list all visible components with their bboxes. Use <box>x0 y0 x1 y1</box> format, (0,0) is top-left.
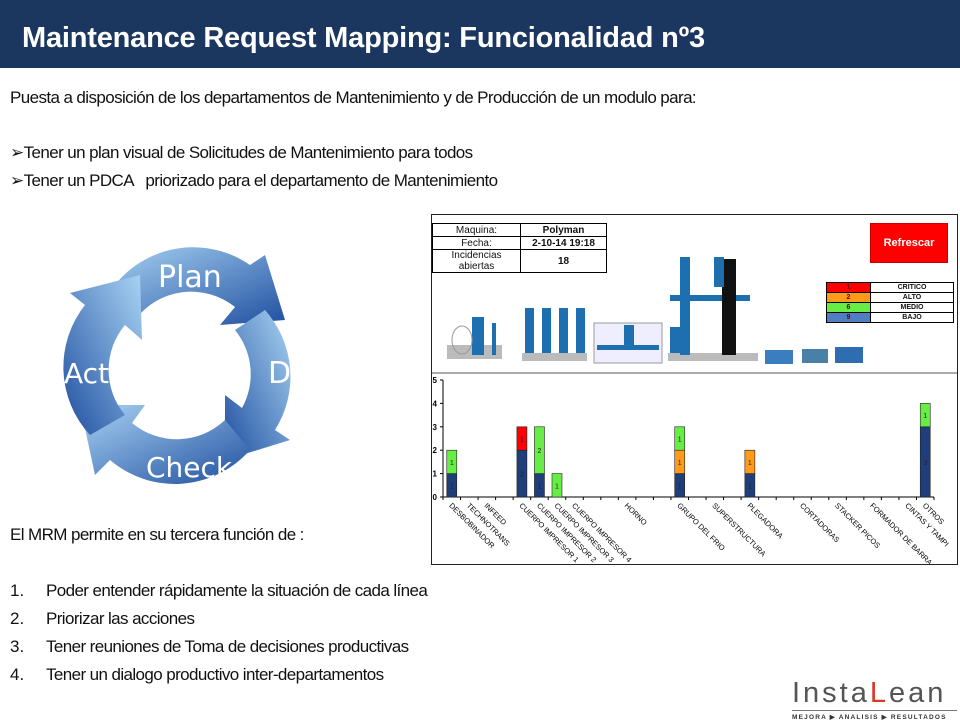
page-title: Maintenance Request Mapping: Funcionalid… <box>22 22 705 54</box>
check-label: Check <box>146 451 233 484</box>
bar-segment-medio <box>446 449 458 474</box>
bar-segment-medio <box>534 426 545 474</box>
title-bar: Maintenance Request Mapping: Funcionalid… <box>0 0 960 68</box>
info-row-machine: Maquina: Polyman <box>432 223 607 237</box>
bar-data-label: 1 <box>678 437 682 444</box>
instalean-logo: InstaLean MEJORA ▶ ANALISIS ▶ RESULTADOS <box>792 678 957 721</box>
y-tick-label: 0 <box>433 493 438 502</box>
bar-segment-medio <box>674 426 686 451</box>
legend-bajo: 9 BAJO <box>826 312 954 323</box>
bar-data-label: 2 <box>537 448 541 455</box>
pdca-cycle-diagram: Plan Do Check Act <box>63 247 309 484</box>
intro-text: Puesta a disposición de los departamento… <box>10 88 697 107</box>
bar-segment-medio <box>919 403 931 428</box>
act-arrow <box>63 275 142 435</box>
arrow-bullet-icon: ➢ <box>10 171 24 190</box>
incidents-stacked-bar-chart: 01234511DESBOBINADORTECHNOTRANSINFEED21C… <box>433 376 951 564</box>
do-arrow <box>225 310 291 460</box>
bar-segment-medio <box>551 473 563 498</box>
bar-data-label: 1 <box>450 460 454 467</box>
arrow-bullet-icon: ➢ <box>10 143 24 162</box>
bar-segment-critico <box>516 426 528 451</box>
bar-data-label: 1 <box>748 483 752 490</box>
plan-arrow <box>105 247 285 325</box>
bar-data-label: 1 <box>450 483 454 490</box>
y-tick-label: 1 <box>433 470 438 479</box>
bullet-2: ➢Tener un PDCA priorizado para el depart… <box>10 171 498 190</box>
y-tick-label: 4 <box>433 399 438 408</box>
priority-legend: 1 CRITICO 2 ALTO 6 MEDIO 9 BAJO <box>826 282 954 323</box>
bar-data-label: 1 <box>923 413 927 420</box>
bar-data-label: 1 <box>537 483 541 490</box>
bar-segment-alto <box>744 449 756 474</box>
info-row-open-incidents: Incidencias abiertas 18 <box>432 249 607 273</box>
do-label: Do <box>268 356 309 391</box>
mrm-dashboard: Maquina: Polyman Fecha: 2-10-14 19:18 Inci… <box>431 214 958 565</box>
bar-data-label: 1 <box>555 483 559 490</box>
section-divider <box>432 372 957 374</box>
bar-data-label: 1 <box>678 460 682 467</box>
mrm-intro: El MRM permite en su tercera función de … <box>10 525 304 544</box>
machine-info-table: Maquina: Polyman Fecha: 2-10-14 19:18 Inci… <box>432 223 607 273</box>
bar-data-label: 2 <box>520 472 524 479</box>
bullet-1: ➢Tener un plan visual de Solicitudes de … <box>10 143 473 162</box>
y-tick-label: 2 <box>433 446 438 455</box>
refresh-button[interactable]: Refrescar <box>870 223 948 263</box>
bar-data-label: 1 <box>678 483 682 490</box>
list-item: Tener reuniones de Toma de decisiones pr… <box>46 637 409 656</box>
bar-data-label: 1 <box>520 437 524 444</box>
plan-label: Plan <box>158 260 222 295</box>
list-item: Poder entender rápidamente la situación … <box>46 581 428 600</box>
y-tick-label: 3 <box>433 423 438 432</box>
machine-line-illustration <box>447 257 863 364</box>
list-item: Tener un dialogo productivo inter-depart… <box>46 665 384 684</box>
check-arrow <box>80 405 250 484</box>
bar-data-label: 3 <box>923 460 927 467</box>
list-item: Priorizar las acciones <box>46 609 195 628</box>
x-tick-label: HORNO <box>623 501 649 527</box>
bar-data-label: 1 <box>748 460 752 467</box>
act-label: Act <box>64 357 109 390</box>
y-tick-label: 5 <box>433 376 438 385</box>
